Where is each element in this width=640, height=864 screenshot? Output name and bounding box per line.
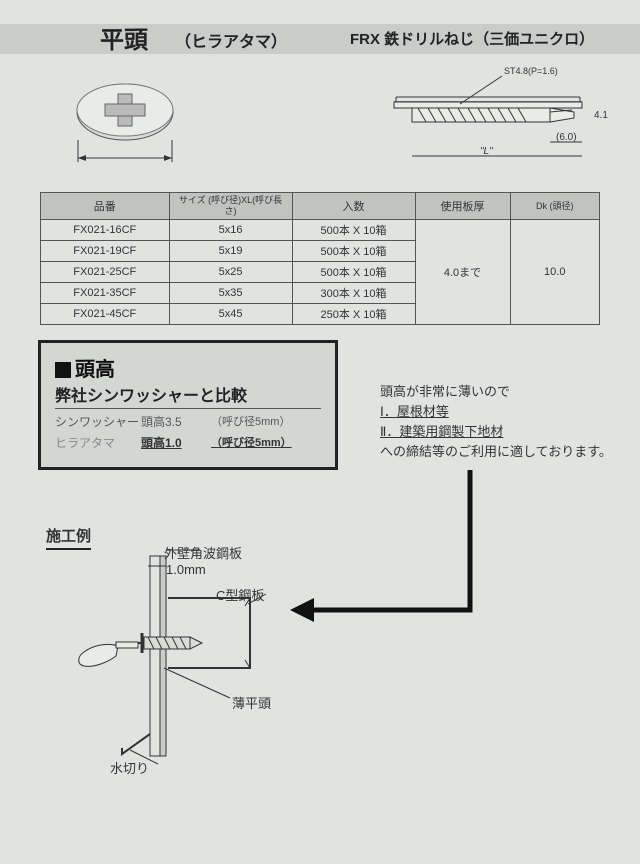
label-d: 薄平頭 [232, 693, 271, 712]
title-kana: （ヒラアタマ） [175, 28, 287, 52]
label-a: 外壁角波鋼板 [164, 543, 242, 562]
th-qty: 入数 [292, 193, 415, 220]
top-diagrams: ST4.8(P=1.6) 4.1 (6.0) "L" Dk=10 H=1.0 [0, 62, 640, 182]
label-b: 1.0mm [166, 562, 206, 577]
arrow-icon [290, 470, 490, 640]
desc-l1: 頭高が非常に薄いので [380, 382, 612, 402]
th-code: 品番 [41, 193, 170, 220]
box-subheading: 弊社シンワッシャーと比較 [55, 382, 321, 409]
title-main: 平頭 [100, 20, 148, 55]
table-row: FX021-16CF 5x16 500本 X 10箱 4.0まで 10.0 [41, 220, 600, 241]
row2-name: ヒラアタマ [55, 434, 141, 451]
comparison-box: 頭高 弊社シンワッシャーと比較 シンワッシャー 頭高3.5 （呼び径5mm） ヒ… [38, 340, 338, 470]
row2-val: 頭高1.0 [141, 434, 211, 451]
thickness-cell: 4.0まで [415, 220, 510, 325]
row2-dia: （呼び径5mm） [211, 434, 311, 451]
square-icon [55, 362, 71, 378]
title-row: 平頭 （ヒラアタマ） FRX 鉄ドリルねじ（三価ユニクロ） [0, 20, 640, 58]
screw-head-svg: ST4.8(P=1.6) 4.1 (6.0) "L" [0, 62, 640, 202]
row1-name: シンワッシャー [55, 413, 141, 430]
th-size: サイズ (呼び径)XL(呼び長さ) [169, 193, 292, 220]
thread-label: ST4.8(P=1.6) [504, 66, 558, 76]
desc-l2: Ⅰ．屋根材等 [380, 402, 612, 422]
desc-l4: への締結等のご利用に適しております。 [380, 442, 612, 462]
th-dk: Dk (頭径) [510, 193, 599, 220]
box-heading: 頭高 [75, 359, 115, 381]
dim-60: (6.0) [556, 132, 577, 143]
description: 頭高が非常に薄いので Ⅰ．屋根材等 Ⅱ．建築用鋼製下地材 への締結等のご利用に適… [380, 382, 612, 462]
dk-cell: 10.0 [510, 220, 599, 325]
dim-L: "L" [480, 146, 493, 157]
desc-l3: Ⅱ．建築用鋼製下地材 [380, 422, 612, 442]
label-c: C型鋼板 [216, 585, 264, 604]
title-sub: FRX 鉄ドリルねじ（三価ユニクロ） [350, 28, 594, 49]
row1-val: 頭高3.5 [141, 413, 211, 430]
label-e: 水切り [110, 758, 149, 777]
spec-table: 品番 サイズ (呼び径)XL(呼び長さ) 入数 使用板厚 Dk (頭径) FX0… [40, 192, 600, 325]
row1-dia: （呼び径5mm） [211, 413, 311, 430]
dim-41: 4.1 [594, 110, 608, 121]
th-thick: 使用板厚 [415, 193, 510, 220]
